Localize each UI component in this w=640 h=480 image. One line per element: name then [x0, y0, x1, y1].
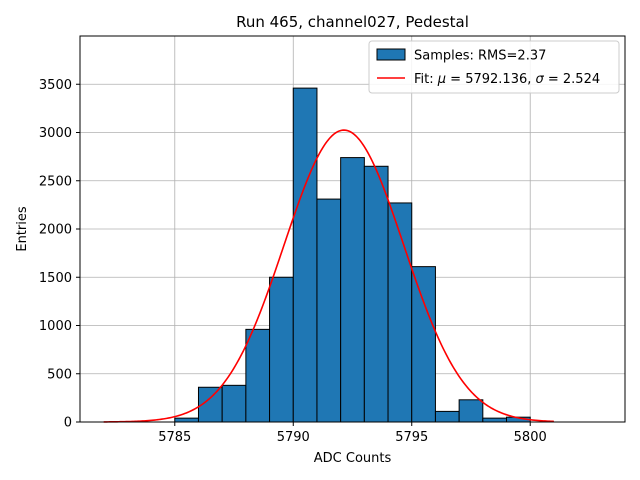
histogram-bar — [316, 198, 342, 423]
y-tick-label: 2000 — [39, 223, 72, 238]
y-tick-label: 2500 — [39, 174, 72, 189]
x-tick-label: 5795 — [395, 430, 428, 445]
x-axis-label: ADC Counts — [314, 451, 392, 466]
y-axis-label: Entries — [15, 206, 30, 252]
x-tick-label: 5800 — [514, 430, 547, 445]
legend: Samples: RMS=2.37 Fit: μ = 5792.136, σ = … — [368, 40, 620, 94]
histogram-bar — [340, 157, 365, 423]
y-tick-label: 1500 — [39, 271, 72, 286]
y-tick-label: 3500 — [39, 78, 72, 93]
x-tick-label: 5790 — [277, 430, 310, 445]
y-tick-label: 0 — [64, 416, 72, 431]
legend-swatch-samples — [376, 48, 406, 61]
histogram-bar — [221, 384, 247, 423]
legend-label-samples: Samples: RMS=2.37 — [414, 49, 546, 64]
fit-curve — [103, 129, 554, 423]
histogram-bars — [174, 87, 531, 423]
histogram-bar — [269, 276, 294, 423]
histogram-bar — [411, 266, 436, 423]
histogram-bar — [434, 410, 460, 423]
chart-title: Run 465, channel027, Pedestal — [236, 13, 469, 31]
histogram-bar — [245, 328, 271, 423]
legend-box — [368, 40, 620, 94]
histogram-bar — [292, 87, 318, 423]
fit-curve-layer — [103, 129, 554, 423]
y-tick-label: 500 — [47, 367, 72, 382]
y-tick-label: 1000 — [39, 319, 72, 334]
histogram-bar — [482, 417, 508, 423]
y-tick-label: 3000 — [39, 126, 72, 141]
histogram-bar — [363, 165, 389, 423]
legend-label-fit: Fit: μ = 5792.136, σ = 2.524 — [414, 72, 600, 87]
histogram-bar — [174, 417, 199, 423]
histogram-bar — [458, 399, 484, 423]
axes: 5785 5790 5795 5800 0 500 1000 1500 2000 2500 3000… — [39, 35, 626, 445]
x-tick-label: 5785 — [158, 430, 191, 445]
